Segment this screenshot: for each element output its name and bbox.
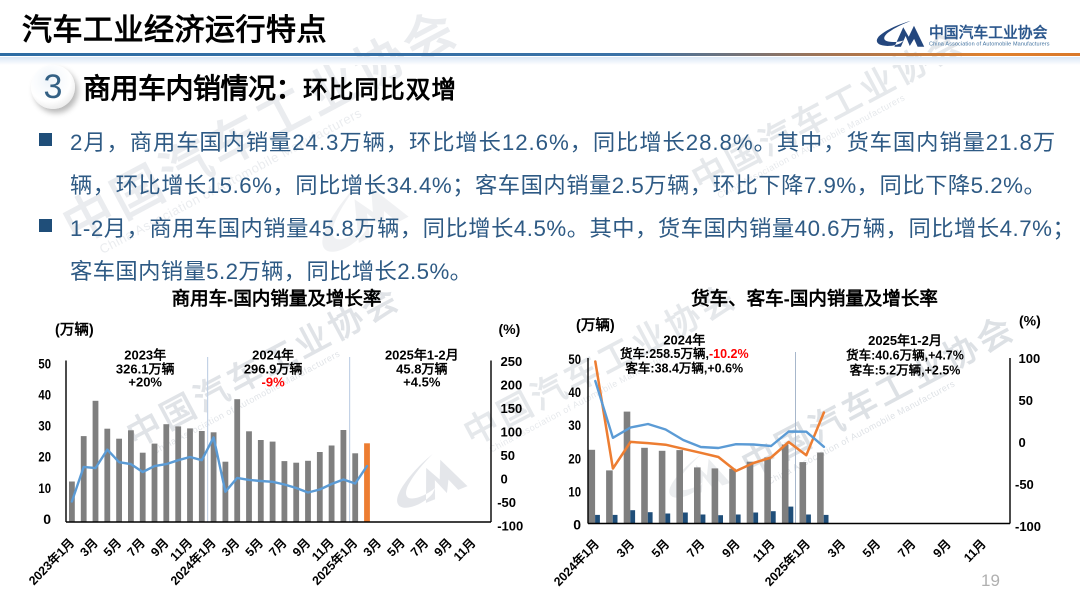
svg-text:7月: 7月 [124,536,147,559]
svg-text:商用车-国内销量及增长率: 商用车-国内销量及增长率 [172,288,382,309]
svg-text:+4.5%: +4.5% [403,375,441,390]
svg-text:(万辆): (万辆) [576,316,615,334]
svg-text:2023年: 2023年 [124,348,166,363]
svg-text:11月: 11月 [750,537,778,565]
svg-text:3月: 3月 [614,537,637,560]
svg-text:50: 50 [1019,393,1033,408]
svg-text:0: 0 [573,517,581,533]
svg-text:5月: 5月 [243,536,266,559]
svg-text:3月: 3月 [77,536,100,559]
svg-text:5月: 5月 [384,536,407,559]
svg-text:20: 20 [568,450,581,466]
svg-text:7月: 7月 [895,537,918,560]
svg-text:0: 0 [501,472,508,487]
svg-text:(万辆): (万辆) [55,321,94,339]
svg-text:-50: -50 [1015,477,1034,492]
svg-text:3月: 3月 [219,536,242,559]
svg-text:5月: 5月 [860,537,883,560]
svg-text:250: 250 [501,354,523,369]
svg-text:0: 0 [43,511,51,527]
svg-text:3月: 3月 [825,537,848,560]
svg-text:40: 40 [568,384,581,400]
svg-text:9月: 9月 [719,537,742,560]
svg-text:5月: 5月 [649,537,672,560]
svg-text:客车:38.4万辆,+0.6%: 客车:38.4万辆,+0.6% [624,361,743,376]
svg-text:7月: 7月 [684,537,707,560]
svg-text:40: 40 [38,386,51,402]
svg-text:296.9万辆: 296.9万辆 [244,362,303,377]
svg-text:50: 50 [38,355,51,371]
svg-text:3月: 3月 [361,536,384,559]
svg-text:326.1万辆: 326.1万辆 [116,362,175,377]
svg-text:10: 10 [568,484,581,500]
svg-text:China Association of Automobil: China Association of Automobile Manufact… [929,41,1050,47]
svg-text:50: 50 [501,448,515,463]
svg-text:(%): (%) [499,321,521,337]
svg-text:-50: -50 [497,495,516,510]
svg-text:-9%: -9% [262,375,286,390]
svg-text:5月: 5月 [101,536,124,559]
svg-text:100: 100 [501,425,523,440]
svg-text:30: 30 [38,418,51,434]
svg-text:200: 200 [501,378,523,393]
svg-text:2025年1-2月: 2025年1-2月 [385,348,459,363]
svg-text:(%): (%) [1019,313,1041,329]
svg-text:货车:40.6万辆,+4.7%: 货车:40.6万辆,+4.7% [846,348,964,363]
svg-text:45.8万辆: 45.8万辆 [396,362,447,377]
svg-text:+20%: +20% [128,375,162,390]
svg-text:20: 20 [38,449,51,465]
svg-text:10: 10 [38,480,51,496]
svg-text:-100: -100 [1015,519,1041,534]
svg-text:2024年: 2024年 [663,333,705,348]
svg-text:9月: 9月 [930,537,953,560]
svg-text:7月: 7月 [266,536,289,559]
svg-text:0: 0 [1019,435,1026,450]
svg-text:货车、客车-国内销量及增长率: 货车、客车-国内销量及增长率 [691,288,938,309]
svg-text:50: 50 [568,351,581,367]
svg-text:7月: 7月 [408,536,431,559]
svg-text:2024年: 2024年 [252,348,294,363]
svg-text:30: 30 [568,417,581,433]
svg-text:11月: 11月 [961,537,989,565]
svg-text:-100: -100 [497,519,523,534]
svg-text:2023年1月: 2023年1月 [25,535,77,588]
svg-text:客车:5.2万辆,+2.5%: 客车:5.2万辆,+2.5% [849,363,961,378]
svg-text:中国汽车工业协会: 中国汽车工业协会 [929,23,1048,41]
svg-text:150: 150 [501,401,523,416]
svg-text:货车:258.5万辆,-10.2%: 货车:258.5万辆,-10.2% [620,346,749,361]
svg-text:2024年1月: 2024年1月 [550,536,602,589]
svg-text:100: 100 [1019,351,1041,366]
svg-text:2025年1-2月: 2025年1-2月 [868,333,942,348]
svg-text:11月: 11月 [451,536,479,564]
